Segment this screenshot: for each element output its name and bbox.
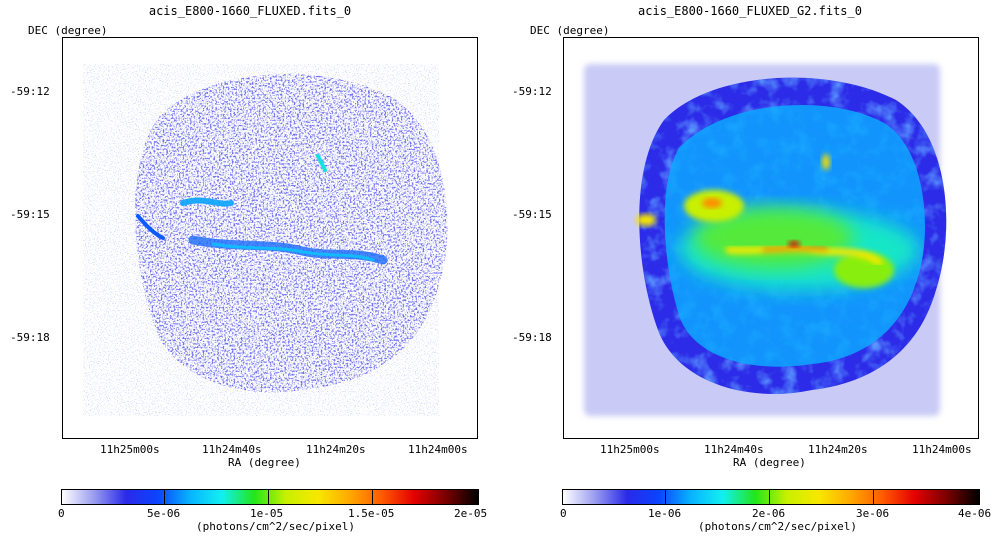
ra-tick: 11h24m40s bbox=[202, 443, 262, 456]
colorbar-tick: 0 bbox=[560, 507, 567, 520]
sky-image bbox=[584, 64, 947, 416]
colorbar-tick: 1.5e-05 bbox=[348, 507, 395, 520]
sky-image bbox=[83, 64, 448, 416]
dec-tick: -59:18 bbox=[10, 331, 50, 344]
dec-tick: -59:15 bbox=[512, 208, 552, 221]
sky-image-frame[interactable] bbox=[62, 37, 478, 439]
colorbar-tick-mark bbox=[268, 489, 269, 505]
colorbar-tick: 0 bbox=[58, 507, 65, 520]
colorbar-tick: 5e-06 bbox=[147, 507, 181, 520]
ra-axis-label: RA (degree) bbox=[228, 456, 301, 469]
colorbar-tick: 4e-06 bbox=[958, 507, 992, 520]
colorbar-tick: 1e-05 bbox=[250, 507, 284, 520]
colorbar-label: (photons/cm^2/sec/pixel) bbox=[698, 520, 857, 533]
image-title: acis_E800-1660_FLUXED_G2.fits_0 bbox=[638, 4, 862, 18]
dec-tick: -59:12 bbox=[10, 85, 50, 98]
sky-image-frame[interactable] bbox=[563, 37, 979, 439]
ra-tick: 11h24m40s bbox=[704, 443, 764, 456]
colorbar-tick-mark bbox=[372, 489, 373, 505]
right-panel: acis_E800-1660_FLUXED_G2.fits_0 DEC (deg… bbox=[500, 0, 1000, 558]
colorbar-tick-mark bbox=[164, 489, 165, 505]
colorbar-tick: 1e-06 bbox=[648, 507, 682, 520]
left-panel: acis_E800-1660_FLUXED.fits_0 DEC (degree… bbox=[10, 4, 488, 533]
image-title: acis_E800-1660_FLUXED.fits_0 bbox=[148, 4, 352, 18]
colorbar-tick-mark bbox=[769, 489, 770, 505]
colorbar bbox=[61, 489, 479, 505]
ra-tick: 11h24m00s bbox=[912, 443, 972, 456]
ra-tick: 11h24m20s bbox=[808, 443, 868, 456]
colorbar-tick-mark bbox=[873, 489, 874, 505]
dec-tick: -59:18 bbox=[512, 331, 552, 344]
colorbar-tick: 2e-06 bbox=[752, 507, 786, 520]
ra-tick: 11h24m00s bbox=[408, 443, 468, 456]
dec-tick: -59:12 bbox=[512, 85, 552, 98]
dec-axis-label: DEC (degree) bbox=[530, 24, 610, 37]
ra-tick: 11h25m00s bbox=[600, 443, 660, 456]
colorbar-label: (photons/cm^2/sec/pixel) bbox=[196, 520, 355, 533]
colorbar-tick: 3e-06 bbox=[856, 507, 890, 520]
colorbar bbox=[562, 489, 980, 505]
ra-axis-label: RA (degree) bbox=[733, 456, 806, 469]
ra-tick: 11h24m20s bbox=[306, 443, 366, 456]
dec-axis-label: DEC (degree) bbox=[28, 24, 108, 37]
dec-tick: -59:15 bbox=[10, 208, 50, 221]
colorbar-tick: 2e-05 bbox=[454, 507, 488, 520]
colorbar-tick-mark bbox=[665, 489, 666, 505]
ra-tick: 11h25m00s bbox=[100, 443, 160, 456]
